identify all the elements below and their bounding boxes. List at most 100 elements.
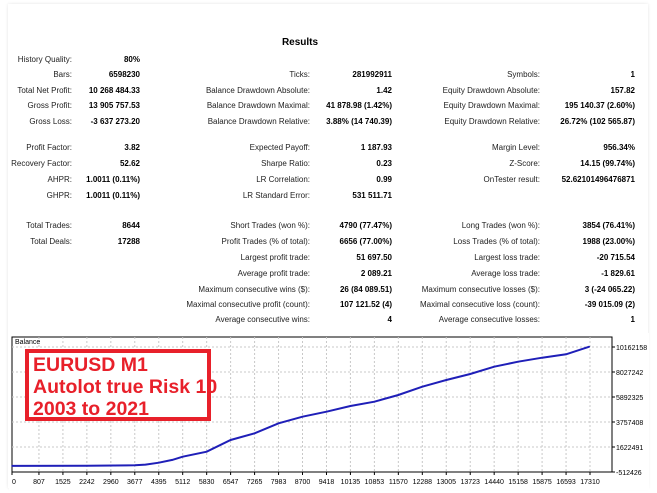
stat-value: -39 015.09 (2) xyxy=(584,300,635,309)
stat-label: Equity Drawdown Maximal: xyxy=(443,101,540,110)
balance-point xyxy=(253,432,256,435)
x-tick-label: 15158 xyxy=(508,479,528,486)
stat-label: Sharpe Ratio: xyxy=(261,159,310,168)
stat-label: Maximal consecutive profit (count): xyxy=(186,300,310,309)
y-tick-label: 8027242 xyxy=(616,370,643,377)
annotation-box: EURUSD M1 Autolot true Risk 10 2003 to 2… xyxy=(25,349,218,421)
stat-value: 8644 xyxy=(122,221,140,230)
x-tick-label: 2960 xyxy=(103,479,119,486)
balance-point xyxy=(325,410,328,413)
stat-label: AHPR: xyxy=(47,175,72,184)
balance-point xyxy=(144,463,147,466)
stat-value: -3 637 273.20 xyxy=(90,117,140,126)
stat-label: Profit Factor: xyxy=(26,143,72,152)
x-tick-label: 14440 xyxy=(484,479,504,486)
stat-label: Total Net Profit: xyxy=(17,86,72,95)
stat-label: Average profit trade: xyxy=(237,269,310,278)
x-tick-label: 4395 xyxy=(151,479,167,486)
annotation-line: EURUSD M1 xyxy=(33,354,148,376)
stat-label: LR Correlation: xyxy=(256,175,310,184)
chart-title: Balance xyxy=(15,339,40,346)
y-tick-label: -512426 xyxy=(616,470,642,477)
stat-label: Equity Drawdown Relative: xyxy=(444,117,540,126)
x-tick-label: 13005 xyxy=(437,479,457,486)
stat-value: 17288 xyxy=(117,237,140,246)
stat-value: 14.15 (99.74%) xyxy=(580,159,635,168)
stat-value: 1.42 xyxy=(376,86,392,95)
stat-label: Gross Profit: xyxy=(27,101,72,110)
stat-value: 4790 (77.47%) xyxy=(339,221,392,230)
balance-point xyxy=(277,422,280,425)
stat-value: 26 (84 089.51) xyxy=(339,285,392,294)
stat-value: 6598230 xyxy=(108,70,140,79)
stat-value: 10 268 484.33 xyxy=(88,86,140,95)
balance-point xyxy=(86,464,88,467)
x-tick-label: 8700 xyxy=(295,479,311,486)
stat-value: 0.23 xyxy=(376,159,392,168)
stat-value: 3854 (76.41%) xyxy=(582,221,635,230)
stat-label: Bars: xyxy=(53,70,72,79)
stat-value: 26.72% (102 565.87) xyxy=(560,117,635,126)
x-tick-label: 5112 xyxy=(175,479,190,486)
balance-point xyxy=(445,379,448,381)
stat-label: Expected Payoff: xyxy=(249,143,310,152)
stat-label: Total Deals: xyxy=(30,237,72,246)
balance-point xyxy=(588,345,591,348)
stat-value: 157.82 xyxy=(610,86,635,95)
stat-label: Gross Loss: xyxy=(29,117,72,126)
stat-value: 13 905 757.53 xyxy=(88,101,140,110)
x-tick-label: 0 xyxy=(12,479,16,486)
stat-label: Largest loss trade: xyxy=(474,253,540,262)
stat-value: 531 511.71 xyxy=(352,191,392,200)
stat-value: 52.62101496476871 xyxy=(561,175,635,184)
stat-value: 1.0011 (0.11%) xyxy=(86,191,140,200)
y-tick-label: 3757408 xyxy=(616,420,643,427)
annotation-line: 2003 to 2021 xyxy=(33,398,150,420)
x-tick-label: 17310 xyxy=(580,479,600,486)
balance-point xyxy=(565,353,567,356)
stat-label: Z-Score: xyxy=(509,159,540,168)
stat-value: -20 715.54 xyxy=(596,253,635,262)
balance-point xyxy=(373,400,376,403)
stat-label: Average consecutive wins: xyxy=(215,315,310,324)
stat-label: Maximum consecutive losses ($): xyxy=(421,285,540,294)
x-tick-label: 16593 xyxy=(556,479,576,486)
balance-point xyxy=(205,450,208,453)
x-tick-label: 13723 xyxy=(460,479,480,486)
stat-label: GHPR: xyxy=(46,191,72,200)
stat-label: Loss Trades (% of total): xyxy=(453,237,540,246)
stat-label: Balance Drawdown Maximal: xyxy=(206,101,310,110)
balance-line xyxy=(11,345,590,467)
balance-point xyxy=(517,360,519,363)
stat-value: 956.34% xyxy=(603,143,635,152)
stat-label: Largest profit trade: xyxy=(240,253,310,262)
x-tick-label: 7983 xyxy=(271,479,287,486)
balance-point xyxy=(493,365,495,368)
x-tick-label: 9418 xyxy=(319,479,335,486)
balance-point xyxy=(181,455,184,458)
stat-value: 1.0011 (0.11%) xyxy=(86,175,140,184)
stat-label: History Quality: xyxy=(17,55,72,64)
stat-value: 3 (-24 065.22) xyxy=(584,285,635,294)
x-tick-label: 1525 xyxy=(55,479,71,486)
stat-label: Balance Drawdown Absolute: xyxy=(205,86,310,95)
x-tick-label: 6547 xyxy=(223,479,239,486)
annotation-line: Autolot true Risk 10 xyxy=(33,376,218,398)
x-tick-label: 2242 xyxy=(79,479,95,486)
plot-frame xyxy=(11,336,613,473)
balance-point xyxy=(469,373,472,375)
y-tick-label: 5892325 xyxy=(616,395,643,402)
balance-point xyxy=(11,465,13,467)
stat-value: 3.88% (14 740.39) xyxy=(326,117,392,126)
stat-label: Margin Level: xyxy=(491,143,540,152)
stat-value: 1 xyxy=(630,70,635,79)
stat-value: 3.82 xyxy=(124,143,140,152)
stat-label: Short Trades (won %): xyxy=(230,221,310,230)
stat-value: 1988 (23.00%) xyxy=(582,237,635,246)
stat-label: Recovery Factor: xyxy=(11,159,72,168)
stat-label: Long Trades (won %): xyxy=(461,221,540,230)
report-title: Results xyxy=(281,37,319,48)
balance-point xyxy=(541,356,543,359)
balance-point xyxy=(421,385,424,388)
stat-label: Profit Trades (% of total): xyxy=(221,237,310,246)
